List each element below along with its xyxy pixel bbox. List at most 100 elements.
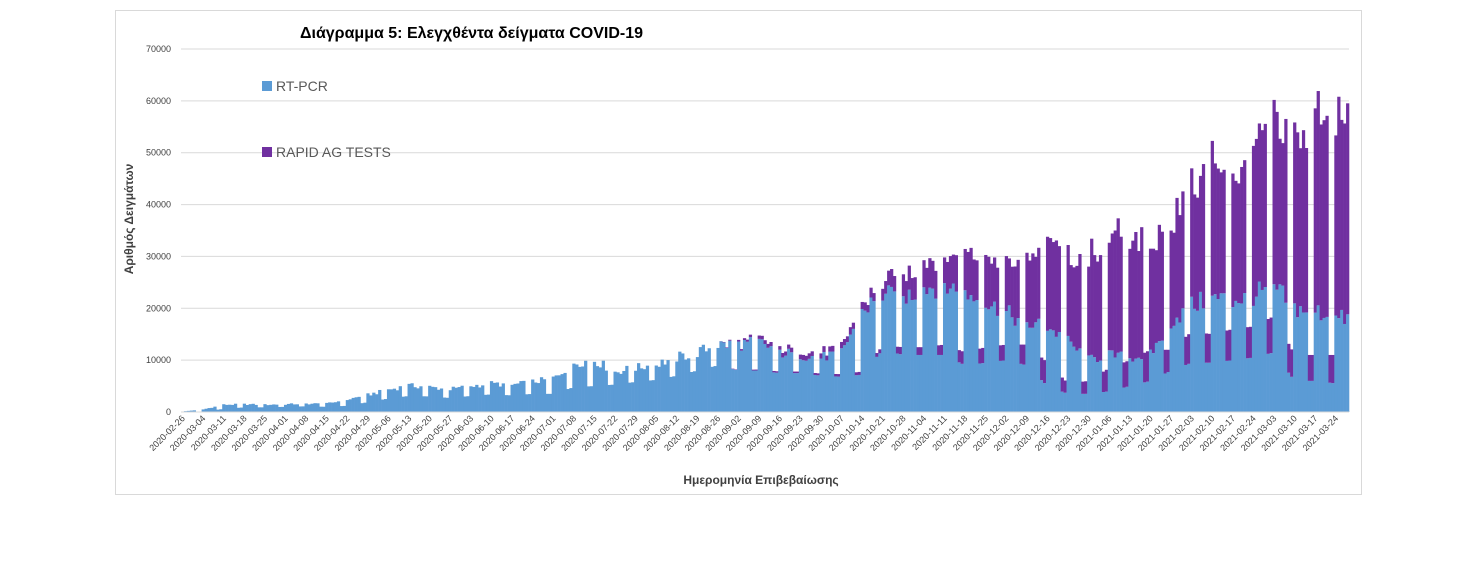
bar-rt-pcr: [760, 339, 764, 412]
bar-rapid-ag: [1037, 247, 1041, 319]
bar-rt-pcr: [189, 410, 194, 412]
bar-rt-pcr: [666, 360, 670, 412]
bar-rt-pcr: [319, 406, 323, 412]
bar-rapid-ag: [1146, 351, 1150, 382]
bar-rapid-ag: [969, 247, 973, 296]
bar-rt-pcr: [1190, 296, 1194, 412]
y-tick-label: 50000: [146, 148, 171, 158]
bar-rapid-ag: [1154, 250, 1159, 343]
y-tick-label: 40000: [146, 200, 171, 210]
bar-rt-pcr: [819, 358, 823, 412]
bar-rapid-ag: [1128, 248, 1132, 359]
bar-rapid-ag: [925, 267, 929, 295]
bar-rt-pcr: [1072, 346, 1076, 412]
bar-rapid-ag: [1201, 164, 1206, 309]
bar-rt-pcr: [498, 386, 502, 412]
bar-rt-pcr: [301, 406, 305, 412]
bar-rt-pcr: [1337, 318, 1341, 412]
bar-rt-pcr: [1319, 320, 1323, 412]
bar-rt-pcr: [254, 404, 258, 412]
chart-frame: Διάγραμμα 5: Ελεγχθέντα δείγματα COVID-1…: [115, 10, 1362, 495]
bar-rapid-ag: [1284, 118, 1288, 303]
bar-rt-pcr: [875, 356, 879, 412]
bar-rapid-ag: [1098, 255, 1103, 361]
bar-rapid-ag: [1148, 248, 1153, 350]
bar-rapid-ag: [957, 350, 961, 363]
bar-rt-pcr: [501, 383, 505, 412]
bar-rt-pcr: [1146, 381, 1150, 412]
bar-rt-pcr: [551, 376, 555, 412]
bar-rapid-ag: [1095, 261, 1100, 363]
bar-rapid-ag: [748, 334, 753, 338]
bar-rt-pcr: [634, 370, 638, 412]
bar-rapid-ag: [910, 278, 914, 301]
bar-rt-pcr: [510, 384, 514, 412]
bar-rt-pcr: [560, 374, 564, 412]
bar-rt-pcr: [607, 384, 611, 412]
bar-rt-pcr: [513, 383, 517, 412]
bar-rt-pcr: [366, 393, 370, 412]
bar-rapid-ag: [1219, 172, 1223, 294]
bar-rt-pcr: [345, 400, 349, 412]
bar-rt-pcr: [595, 366, 600, 412]
bar-rapid-ag: [1234, 180, 1238, 301]
bar-rt-pcr: [1187, 363, 1191, 412]
bar-rt-pcr: [904, 303, 908, 412]
bar-rapid-ag: [1028, 260, 1032, 328]
bar-rapid-ag: [981, 347, 985, 364]
bar-rt-pcr: [972, 301, 976, 412]
bar-rt-pcr: [316, 403, 320, 412]
bar-rt-pcr: [363, 402, 367, 412]
bar-rt-pcr: [978, 363, 982, 412]
bar-rapid-ag: [1216, 168, 1220, 300]
bar-rt-pcr: [192, 410, 197, 412]
bar-rapid-ag: [1057, 246, 1061, 332]
bar-rt-pcr: [272, 404, 276, 412]
bar-rapid-ag: [1257, 123, 1262, 282]
bar-rapid-ag: [1048, 238, 1053, 330]
bar-rt-pcr: [795, 373, 800, 412]
bar-rapid-ag: [1119, 236, 1123, 352]
bar-rt-pcr: [248, 404, 252, 412]
bar-rapid-ag: [1107, 242, 1111, 351]
bar-rt-pcr: [486, 394, 491, 412]
bar-rapid-ag: [1325, 115, 1329, 317]
bar-rapid-ag: [1113, 230, 1117, 358]
bar-rt-pcr: [689, 372, 694, 412]
y-tick-label: 30000: [146, 251, 171, 261]
bar-rt-pcr: [1010, 317, 1014, 412]
bar-rt-pcr: [384, 399, 388, 412]
bar-rt-pcr: [325, 402, 329, 412]
y-tick-label: 0: [166, 407, 171, 417]
bar-rapid-ag: [1125, 361, 1129, 387]
bar-rt-pcr: [313, 403, 317, 412]
bar-rapid-ag: [940, 344, 944, 355]
bar-rapid-ag: [1296, 132, 1300, 318]
bar-rt-pcr: [937, 354, 941, 412]
bar-rt-pcr: [225, 404, 229, 412]
bar-rapid-ag: [1063, 380, 1067, 393]
bar-rt-pcr: [842, 345, 847, 412]
bar-rt-pcr: [854, 375, 858, 412]
bar-rapid-ag: [1122, 362, 1126, 388]
bar-rapid-ag: [1313, 108, 1317, 313]
bar-rapid-ag: [807, 353, 811, 359]
bar-rapid-ag: [869, 287, 873, 298]
bar-rt-pcr: [395, 390, 400, 412]
bar-rapid-ag: [904, 281, 908, 304]
bar-rt-pcr: [216, 409, 220, 412]
bar-rt-pcr: [678, 351, 682, 412]
bar-rapid-ag: [931, 260, 935, 289]
bar-rapid-ag: [790, 347, 794, 353]
bar-rt-pcr: [745, 341, 750, 412]
bar-rt-pcr: [519, 381, 523, 412]
bar-rt-pcr: [945, 293, 950, 412]
bar-rapid-ag: [1031, 253, 1035, 328]
bar-rt-pcr: [1054, 336, 1059, 412]
bar-rapid-ag: [934, 270, 938, 299]
bar-rapid-ag: [1198, 175, 1203, 292]
bar-rt-pcr: [1307, 380, 1312, 412]
bar-rt-pcr: [598, 367, 603, 412]
bar-rt-pcr: [813, 374, 817, 412]
bar-rapid-ag: [792, 371, 797, 374]
